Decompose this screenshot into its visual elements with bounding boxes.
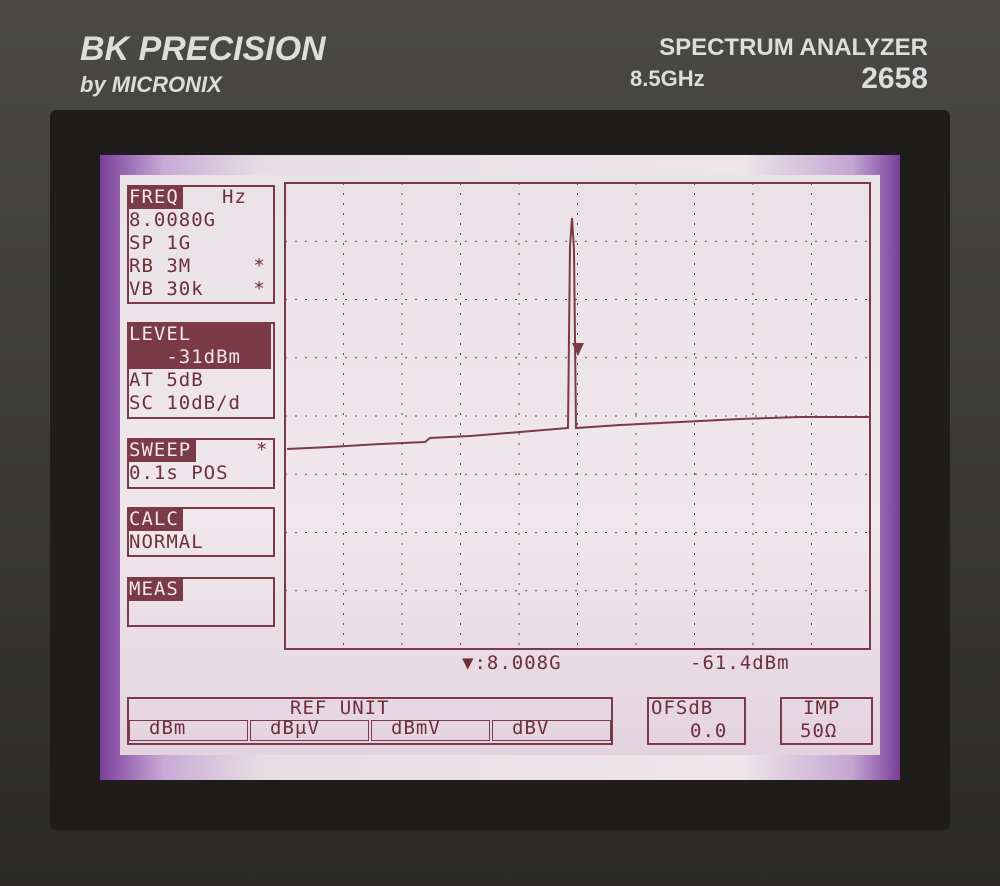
menu-title: SWEEP bbox=[129, 439, 196, 462]
menu-box bbox=[127, 577, 275, 627]
ref-unit-option bbox=[492, 720, 611, 741]
menu-line: 0.1s POS bbox=[129, 462, 229, 484]
ref-unit-box bbox=[127, 697, 613, 745]
menu-line: -31dBm bbox=[129, 346, 271, 369]
menu-box bbox=[127, 438, 275, 489]
ref-unit-label: dBm bbox=[149, 717, 187, 739]
menu-line: AT 5dB bbox=[129, 369, 204, 391]
menu-line: SP 1G bbox=[129, 232, 192, 254]
marker-level: -61.4dBm bbox=[690, 652, 790, 674]
menu-title: CALC bbox=[129, 508, 183, 531]
impedance-value: 50Ω bbox=[800, 720, 838, 742]
menu-title: LEVEL bbox=[129, 323, 271, 346]
menu-line: RB 3M * bbox=[129, 255, 266, 277]
offset-title: OFSdB bbox=[651, 697, 714, 719]
brand: BK PRECISION bbox=[80, 30, 326, 68]
menu-box bbox=[127, 185, 275, 304]
offset-value: 0.0 bbox=[690, 720, 728, 742]
ref-unit-label: dBμV bbox=[270, 717, 320, 739]
menu-box bbox=[127, 507, 275, 557]
menu-line: 8.0080G bbox=[129, 209, 217, 231]
menu-flag: Hz bbox=[222, 186, 247, 208]
ref-unit-option bbox=[129, 720, 248, 741]
menu-line: NORMAL bbox=[129, 531, 204, 553]
menu-line: SC 10dB/d bbox=[129, 392, 241, 414]
marker-icon bbox=[572, 343, 584, 356]
ref-unit-label: dBmV bbox=[391, 717, 441, 739]
plot-frame bbox=[284, 182, 871, 650]
impedance-title: IMP bbox=[803, 697, 841, 719]
impedance-box bbox=[780, 697, 873, 745]
ref-unit-option bbox=[250, 720, 369, 741]
trace bbox=[286, 217, 869, 450]
ref-unit-title: REF UNIT bbox=[290, 697, 390, 719]
menu-title: FREQ bbox=[129, 186, 183, 209]
menu-title: MEAS bbox=[129, 578, 183, 601]
model: 2658 bbox=[861, 62, 928, 95]
menu-flag: * bbox=[256, 439, 269, 461]
marker-frequency: ▼:8.008G bbox=[462, 652, 562, 674]
product: SPECTRUM ANALYZER bbox=[659, 34, 928, 61]
band: 8.5GHz bbox=[630, 66, 705, 91]
offset-box bbox=[647, 697, 746, 745]
ref-unit-label: dBV bbox=[512, 717, 550, 739]
menu-line: VB 30k * bbox=[129, 278, 266, 300]
sub-brand: by MICRONIX bbox=[80, 72, 222, 97]
ref-unit-option bbox=[371, 720, 490, 741]
